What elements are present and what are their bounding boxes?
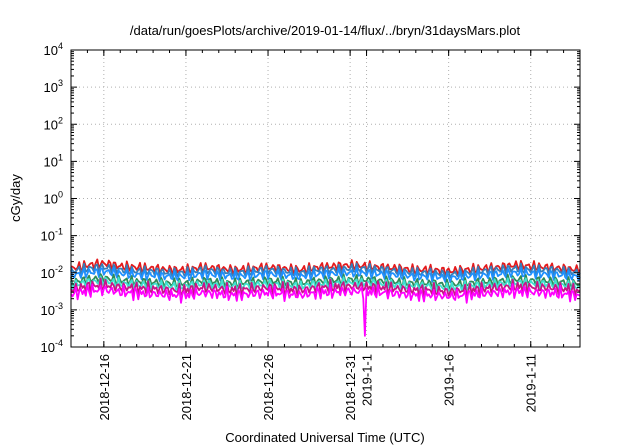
y-tick-label: 101 [44, 152, 63, 169]
x-tick-label: 2019-1-6 [442, 354, 457, 406]
x-tick-label: 2018-12-26 [261, 354, 276, 421]
chart-title: /data/run/goesPlots/archive/2019-01-14/f… [130, 23, 521, 38]
y-tick-label: 10-3 [41, 301, 63, 318]
y-tick-label: 10-2 [41, 264, 63, 281]
x-axis-label: Coordinated Universal Time (UTC) [225, 430, 424, 445]
series-line [70, 283, 581, 337]
y-tick-label: 102 [44, 115, 63, 132]
y-tick-label: 100 [44, 190, 63, 207]
y-axis-label: cGy/day [8, 174, 23, 222]
x-tick-label: 2019-1-1 [360, 354, 375, 406]
series-line [70, 273, 581, 291]
x-axis: 2018-12-16 2018-12-21 2018-12-26 2018-12-31… [70, 50, 581, 421]
plot-series [70, 258, 581, 337]
series-line [70, 275, 581, 293]
y-tick-label: 104 [44, 41, 63, 58]
y-tick-label: 103 [44, 78, 63, 95]
x-tick-label: 2019-1-11 [524, 354, 539, 412]
x-tick-label: 2018-12-31 [343, 354, 358, 421]
series-line [70, 262, 581, 281]
x-tick-label: 2018-12-21 [179, 354, 194, 421]
x-tick-label: 2018-12-16 [97, 354, 112, 421]
y-tick-label: 10-4 [41, 338, 63, 355]
y-tick-label: 10-1 [41, 227, 63, 244]
grid-lines [71, 50, 580, 347]
series-line [70, 277, 581, 299]
series-line [70, 266, 581, 284]
